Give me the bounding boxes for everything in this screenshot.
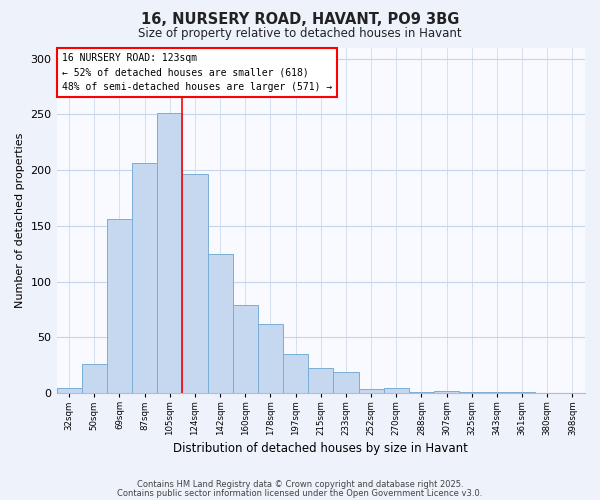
Bar <box>157 114 182 393</box>
Bar <box>509 392 535 393</box>
Text: 16, NURSERY ROAD, HAVANT, PO9 3BG: 16, NURSERY ROAD, HAVANT, PO9 3BG <box>141 12 459 28</box>
Bar <box>484 392 509 393</box>
Bar <box>409 392 434 393</box>
Bar <box>233 305 258 393</box>
Bar <box>182 174 208 393</box>
Text: Contains public sector information licensed under the Open Government Licence v3: Contains public sector information licen… <box>118 490 482 498</box>
Bar <box>283 354 308 393</box>
Text: 16 NURSERY ROAD: 123sqm
← 52% of detached houses are smaller (618)
48% of semi-d: 16 NURSERY ROAD: 123sqm ← 52% of detache… <box>62 52 332 92</box>
Bar <box>132 164 157 393</box>
Text: Size of property relative to detached houses in Havant: Size of property relative to detached ho… <box>138 28 462 40</box>
Bar <box>308 368 334 393</box>
Bar <box>258 324 283 393</box>
Bar <box>82 364 107 393</box>
Bar <box>434 391 459 393</box>
Bar <box>56 388 82 393</box>
Bar <box>383 388 409 393</box>
Y-axis label: Number of detached properties: Number of detached properties <box>15 132 25 308</box>
Bar <box>359 389 383 393</box>
Bar <box>334 372 359 393</box>
X-axis label: Distribution of detached houses by size in Havant: Distribution of detached houses by size … <box>173 442 468 455</box>
Bar <box>208 254 233 393</box>
Bar <box>107 220 132 393</box>
Text: Contains HM Land Registry data © Crown copyright and database right 2025.: Contains HM Land Registry data © Crown c… <box>137 480 463 489</box>
Bar <box>459 392 484 393</box>
